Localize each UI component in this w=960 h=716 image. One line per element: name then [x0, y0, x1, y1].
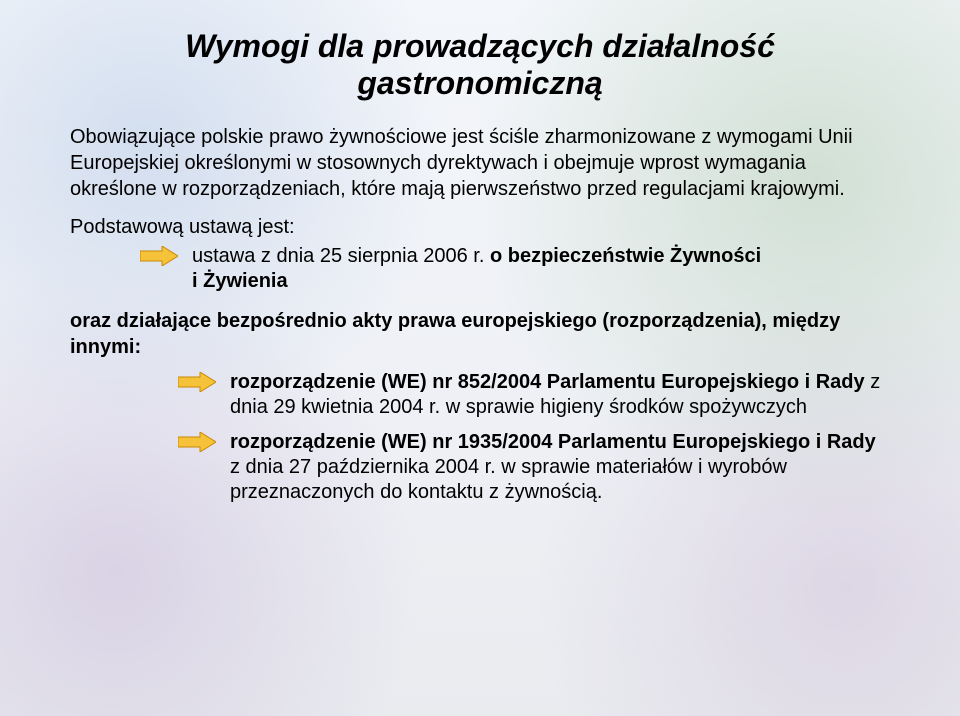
bullet-1-text: ustawa z dnia 25 sierpnia 2006 r. o bezp…	[192, 244, 761, 294]
sub-bullet-1-text: rozporządzenie (WE) nr 852/2004 Parlamen…	[230, 370, 890, 420]
bullet-1-bold: o bezpieczeństwie Żywności	[490, 245, 761, 267]
sub-bullet-2: rozporządzenie (WE) nr 1935/2004 Parlame…	[70, 430, 890, 505]
sub-bullet-1: rozporządzenie (WE) nr 852/2004 Parlamen…	[70, 370, 890, 420]
arrow-icon	[178, 432, 216, 452]
bullet-1-cont: i Żywienia	[192, 270, 288, 292]
sublead-2: oraz działające bezpośrednio akty prawa …	[70, 308, 890, 360]
sub-bullet-2-text: rozporządzenie (WE) nr 1935/2004 Parlame…	[230, 430, 890, 505]
section-2: oraz działające bezpośrednio akty prawa …	[70, 308, 890, 505]
intro-paragraph: Obowiązujące polskie prawo żywnościowe j…	[70, 124, 890, 202]
bullet-1: ustawa z dnia 25 sierpnia 2006 r. o bezp…	[70, 244, 890, 294]
slide-title: Wymogi dla prowadzących działalność gast…	[70, 28, 890, 102]
sub-bullet-1-bold: rozporządzenie (WE) nr 852/2004 Parlamen…	[230, 371, 865, 393]
arrow-icon	[178, 372, 216, 392]
title-line-1: Wymogi dla prowadzących działalność	[185, 28, 775, 64]
slide: Wymogi dla prowadzących działalność gast…	[0, 0, 960, 716]
arrow-icon	[140, 246, 178, 266]
sublead-1: Podstawową ustawą jest:	[70, 214, 890, 240]
sub-bullet-2-bold: rozporządzenie (WE) nr 1935/2004 Parlame…	[230, 431, 876, 453]
title-line-2: gastronomiczną	[357, 65, 602, 101]
sub-bullet-2-rest: z dnia 27 października 2004 r. w sprawie…	[230, 456, 787, 503]
bullet-1-pre: ustawa z dnia 25 sierpnia 2006 r.	[192, 245, 490, 267]
